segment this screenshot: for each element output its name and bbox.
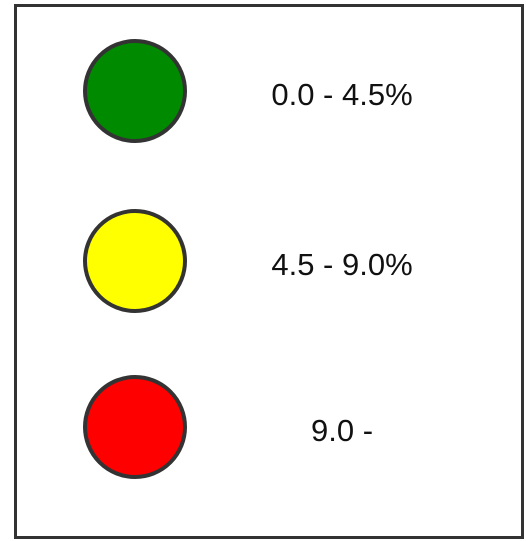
yellow-circle-icon bbox=[83, 209, 187, 313]
green-circle-icon bbox=[83, 39, 187, 143]
legend-box: 0.0 - 4.5% 4.5 - 9.0% 9.0 - bbox=[14, 4, 524, 539]
legend-item-high: 9.0 - bbox=[17, 375, 521, 485]
legend-item-medium: 4.5 - 9.0% bbox=[17, 209, 521, 319]
legend-label-low: 0.0 - 4.5% bbox=[271, 77, 413, 112]
legend-item-low: 0.0 - 4.5% bbox=[17, 39, 521, 149]
legend-label-high: 9.0 - bbox=[310, 413, 374, 448]
red-circle-icon bbox=[83, 375, 187, 479]
legend-label-medium: 4.5 - 9.0% bbox=[271, 247, 413, 282]
